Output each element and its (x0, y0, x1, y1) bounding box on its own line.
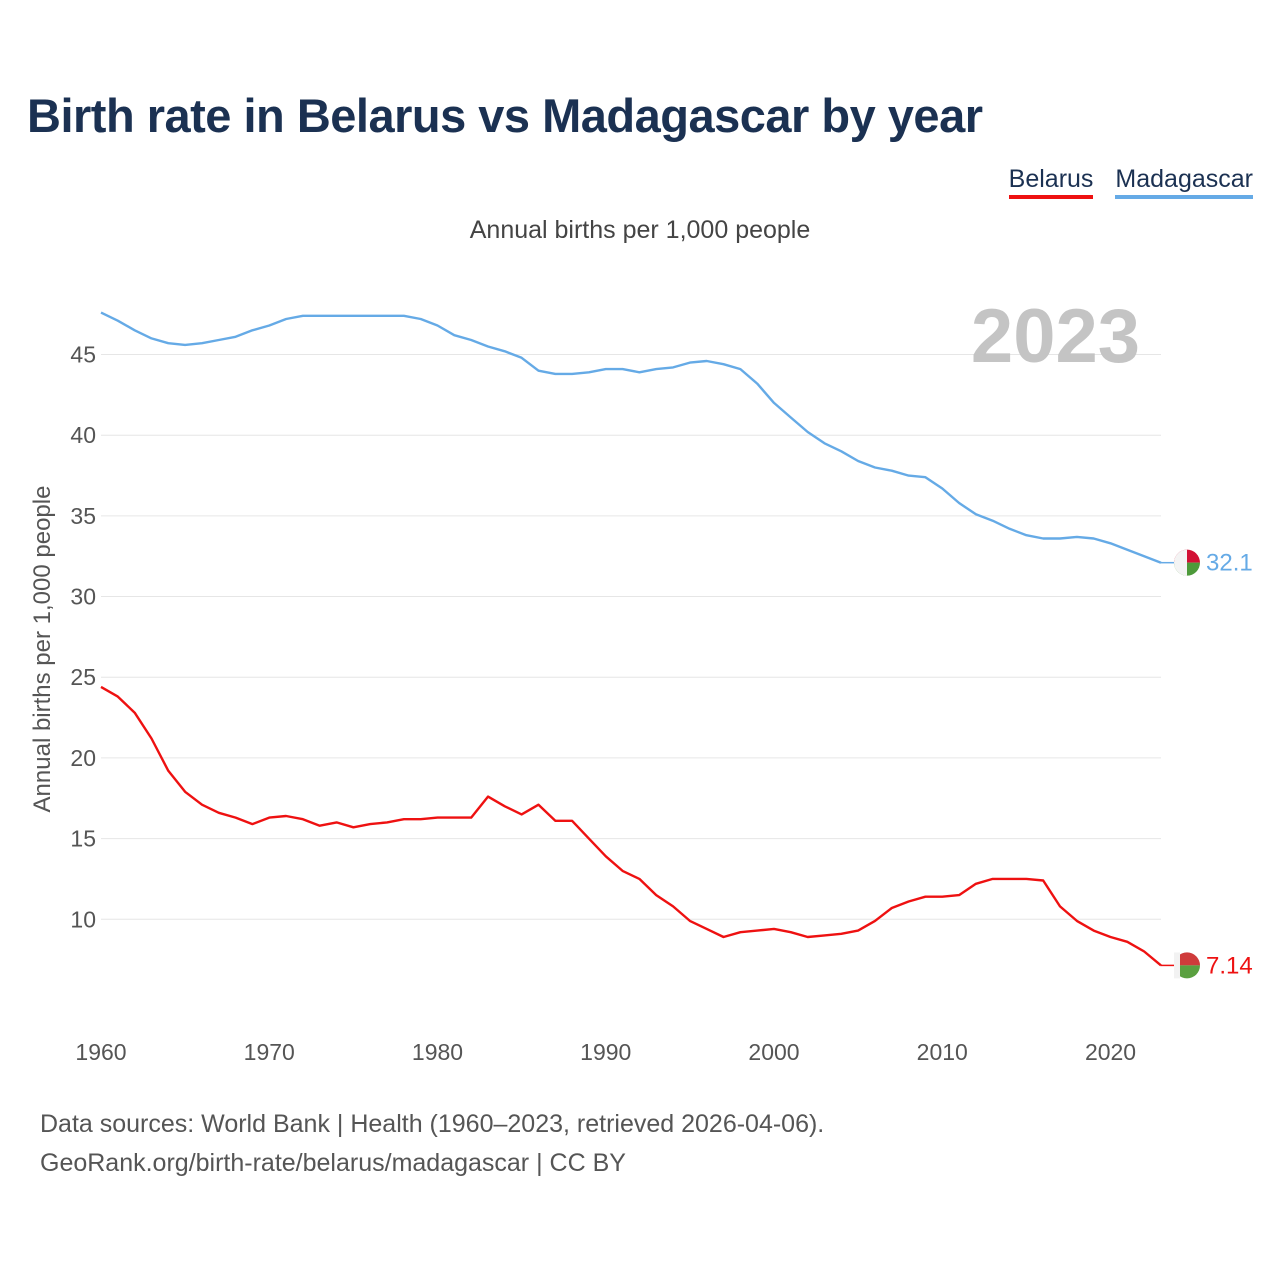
x-tick-label: 1960 (75, 1039, 126, 1065)
y-axis-label: Annual births per 1,000 people (29, 486, 56, 813)
flag-hoist (1174, 549, 1187, 576)
chart-subtitle: Annual births per 1,000 people (469, 216, 811, 244)
y-tick-label: 10 (70, 906, 96, 932)
series-line-madagascar (100, 311, 1162, 564)
legend-item-madagascar[interactable]: Madagascar (1115, 165, 1253, 199)
legend: Belarus Madagascar (1008, 165, 1253, 199)
x-tick-label: 1980 (412, 1039, 463, 1065)
y-tick-label: 45 (70, 342, 96, 368)
footer-sources: Data sources: World Bank | Health (1960–… (40, 1110, 825, 1138)
flag-bottom (1174, 965, 1200, 979)
x-tick-label: 1970 (244, 1039, 295, 1065)
flag-icon-belarus (1174, 952, 1200, 979)
footer-attribution: GeoRank.org/birth-rate/belarus/madagasca… (40, 1149, 626, 1177)
end-value-label-madagascar: 32.1 (1206, 550, 1253, 577)
x-tick-label: 2020 (1085, 1039, 1136, 1065)
chart-title: Birth rate in Belarus vs Madagascar by y… (27, 89, 983, 142)
y-tick-label: 15 (70, 826, 96, 852)
y-tick-label: 20 (70, 745, 96, 771)
y-tick-label: 40 (70, 422, 96, 448)
series-line-belarus (100, 685, 1162, 967)
y-tick-label: 35 (70, 503, 96, 529)
footer: Data sources: World Bank | Health (1960–… (40, 1105, 824, 1183)
x-tick-label: 1990 (580, 1039, 631, 1065)
legend-item-belarus[interactable]: Belarus (1008, 165, 1094, 199)
y-tick-label: 25 (70, 664, 96, 690)
year-badge: 2023 (971, 294, 1140, 379)
flag-icon-madagascar (1174, 549, 1200, 576)
end-value-label-belarus: 7.14 (1206, 952, 1253, 979)
y-tick-label: 30 (70, 584, 96, 610)
x-tick-label: 2000 (748, 1039, 799, 1065)
flag-top (1174, 952, 1200, 966)
flag-band (1174, 952, 1180, 979)
x-tick-label: 2010 (917, 1039, 968, 1065)
